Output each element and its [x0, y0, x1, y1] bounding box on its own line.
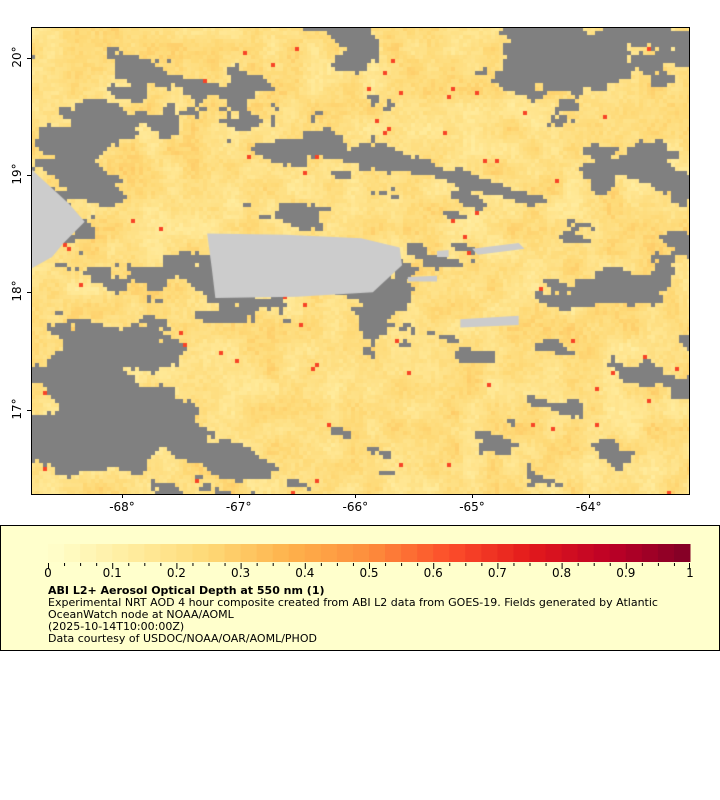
colorbar-label: 0.9 — [616, 566, 636, 580]
colorbar-segment — [288, 544, 306, 562]
lon-tick-label: -66° — [342, 500, 369, 514]
colorbar-segment — [545, 544, 563, 562]
legend-time: (2025-10-14T10:00:00Z) — [48, 620, 185, 633]
legend-credit: Data courtesy of USDOC/NOAA/OAR/AOML/PHO… — [48, 632, 317, 645]
colorbar-segment — [641, 544, 659, 562]
aod-map — [31, 27, 689, 494]
lat-tick-label: 19° — [10, 163, 24, 185]
colorbar-segment — [513, 544, 530, 562]
colorbar-segment — [497, 544, 514, 562]
colorbar-segment — [48, 544, 65, 562]
lat-tick — [27, 292, 31, 294]
colorbar-segment — [64, 544, 81, 562]
colorbar-label: 0.5 — [359, 566, 379, 580]
colorbar-segment — [208, 544, 226, 562]
colorbar-segment — [385, 544, 402, 562]
colorbar-segment — [176, 544, 193, 562]
colorbar-segment — [304, 544, 322, 562]
colorbar-segment — [192, 544, 209, 562]
colorbar-label: 0.6 — [423, 566, 443, 580]
colorbar-label: 0.2 — [166, 566, 186, 580]
colorbar-label: 0.3 — [231, 566, 251, 580]
colorbar-label: 0.8 — [552, 566, 572, 580]
lon-tick — [588, 494, 590, 498]
colorbar-segment — [128, 544, 145, 562]
colorbar-segment — [320, 544, 338, 562]
lat-tick — [27, 174, 31, 176]
lon-tick-label: -65° — [459, 500, 485, 514]
lon-tick — [355, 494, 357, 498]
colorbar-segment — [80, 544, 97, 562]
legend-panel: 0 0.1 0.2 0.3 0.4 0.5 0.6 0.7 0.8 0.9 1 ABI L2+ Ae… — [0, 525, 720, 651]
lon-tick-label: -64° — [575, 500, 602, 514]
lat-tick — [27, 57, 31, 59]
colorbar-segment — [369, 544, 386, 562]
legend-title: ABI L2+ Aerosol Optical Depth at 550 nm … — [48, 584, 325, 597]
colorbar-segment — [561, 544, 579, 562]
colorbar-segment — [256, 544, 274, 562]
colorbar-segment — [224, 544, 242, 562]
colorbar-segment — [481, 544, 498, 562]
colorbar-segment — [272, 544, 290, 562]
colorbar-segment — [352, 544, 370, 562]
lat-tick-label: 17° — [10, 397, 24, 420]
colorbar-segment — [673, 544, 691, 562]
colorbar-segment — [401, 544, 418, 562]
lat-tick-label: 20° — [10, 45, 24, 68]
colorbar-segment — [657, 544, 675, 562]
legend-description: Experimental NRT AOD 4 hour composite cr… — [48, 596, 658, 609]
colorbar-segment — [449, 544, 466, 562]
lon-tick — [238, 494, 240, 498]
colorbar-segment — [112, 544, 129, 562]
colorbar-label: 0.1 — [102, 566, 122, 580]
colorbar-segment — [577, 544, 595, 562]
lat-tick — [27, 409, 31, 411]
colorbar-segment — [465, 544, 482, 562]
colorbar-segment — [625, 544, 643, 562]
legend-description-cont: OceanWatch node at NOAA/AOML — [48, 608, 234, 621]
lon-tick — [472, 494, 473, 498]
colorbar-segment — [336, 544, 354, 562]
colorbar — [48, 544, 691, 569]
lon-tick — [122, 494, 123, 498]
colorbar-label: 0.7 — [487, 566, 507, 580]
colorbar-segment — [609, 544, 627, 562]
colorbar-segment — [144, 544, 161, 562]
lon-tick-label: -68° — [109, 500, 135, 514]
colorbar-segment — [529, 544, 547, 562]
colorbar-segment — [96, 544, 113, 562]
colorbar-label: 1 — [686, 566, 694, 580]
lon-tick-label: -67° — [225, 500, 252, 514]
colorbar-label: 0.4 — [295, 566, 315, 580]
map-frame — [31, 27, 690, 495]
colorbar-segment — [417, 544, 434, 562]
colorbar-segment — [240, 544, 258, 562]
colorbar-segment — [593, 544, 611, 562]
colorbar-label: 0 — [44, 566, 52, 580]
lat-tick-label: 18° — [10, 280, 24, 302]
colorbar-segment — [433, 544, 450, 562]
colorbar-segment — [160, 544, 177, 562]
